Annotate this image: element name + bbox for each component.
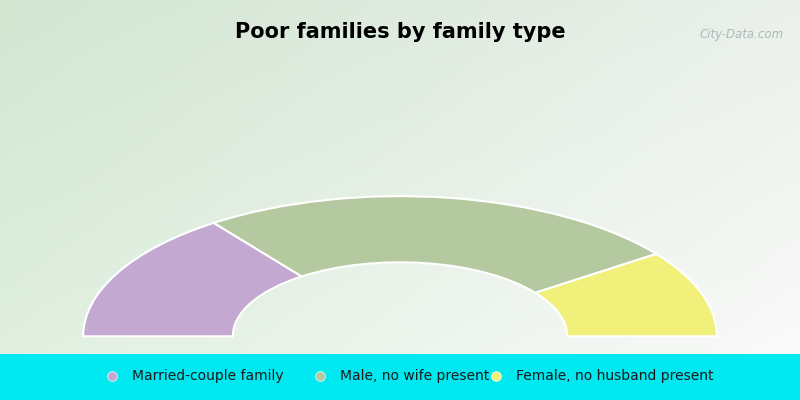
- Text: City-Data.com: City-Data.com: [700, 28, 784, 41]
- Text: Poor families by family type: Poor families by family type: [234, 22, 566, 42]
- Text: Male, no wife present: Male, no wife present: [340, 369, 490, 383]
- Wedge shape: [214, 196, 656, 293]
- Text: Female, no husband present: Female, no husband present: [516, 369, 714, 383]
- Wedge shape: [83, 223, 302, 336]
- Wedge shape: [535, 254, 717, 336]
- Text: Married-couple family: Married-couple family: [132, 369, 284, 383]
